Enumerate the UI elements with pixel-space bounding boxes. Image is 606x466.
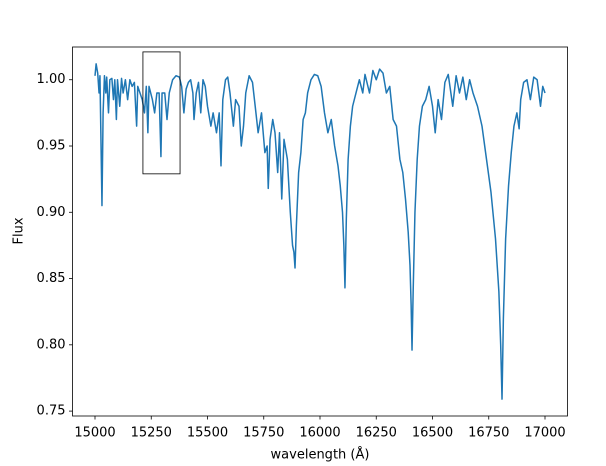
plot-frame xyxy=(72,46,568,417)
y-tick-label: 1.00 xyxy=(37,72,66,87)
y-tick-label: 0.75 xyxy=(37,404,66,419)
y-tick-label: 0.95 xyxy=(37,139,66,154)
x-tick-label: 15250 xyxy=(131,426,172,441)
y-axis-label: Flux xyxy=(12,217,27,244)
x-tick-label: 15500 xyxy=(187,426,228,441)
x-axis-label: wavelength (Å) xyxy=(271,447,370,463)
x-tick-label: 16750 xyxy=(468,426,509,441)
x-tick-label: 16500 xyxy=(412,426,453,441)
spectrum-line xyxy=(94,63,546,400)
x-tick-label: 15000 xyxy=(74,426,115,441)
y-tick-label: 0.85 xyxy=(37,271,66,286)
highlight-box xyxy=(142,51,181,175)
y-tick-label: 0.90 xyxy=(37,205,66,220)
x-tick-label: 16000 xyxy=(299,426,340,441)
x-tick-label: 15750 xyxy=(243,426,284,441)
y-tick-label: 0.80 xyxy=(37,337,66,352)
x-tick-label: 17000 xyxy=(524,426,565,441)
x-tick-label: 16250 xyxy=(356,426,397,441)
